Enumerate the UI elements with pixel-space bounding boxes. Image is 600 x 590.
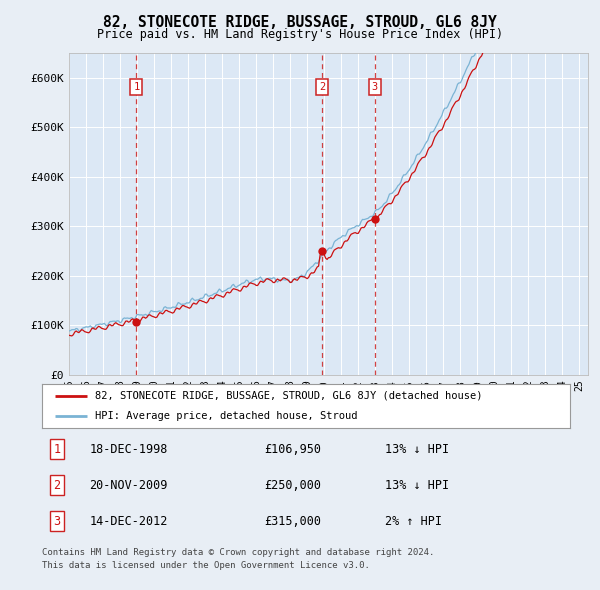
- Text: 1: 1: [53, 442, 61, 455]
- Text: 3: 3: [53, 515, 61, 528]
- Text: 14-DEC-2012: 14-DEC-2012: [89, 515, 168, 528]
- Text: 2: 2: [319, 82, 325, 92]
- Text: 1: 1: [133, 82, 140, 92]
- Text: 20-NOV-2009: 20-NOV-2009: [89, 478, 168, 492]
- Text: £106,950: £106,950: [264, 442, 321, 455]
- Text: £250,000: £250,000: [264, 478, 321, 492]
- Text: 82, STONECOTE RIDGE, BUSSAGE, STROUD, GL6 8JY (detached house): 82, STONECOTE RIDGE, BUSSAGE, STROUD, GL…: [95, 391, 482, 401]
- Text: 18-DEC-1998: 18-DEC-1998: [89, 442, 168, 455]
- Text: 2: 2: [53, 478, 61, 492]
- Text: HPI: Average price, detached house, Stroud: HPI: Average price, detached house, Stro…: [95, 411, 358, 421]
- Text: 2% ↑ HPI: 2% ↑ HPI: [385, 515, 442, 528]
- Text: 13% ↓ HPI: 13% ↓ HPI: [385, 442, 449, 455]
- Text: 13% ↓ HPI: 13% ↓ HPI: [385, 478, 449, 492]
- Text: Contains HM Land Registry data © Crown copyright and database right 2024.: Contains HM Land Registry data © Crown c…: [42, 548, 434, 556]
- Text: £315,000: £315,000: [264, 515, 321, 528]
- Text: This data is licensed under the Open Government Licence v3.0.: This data is licensed under the Open Gov…: [42, 560, 370, 569]
- Text: Price paid vs. HM Land Registry's House Price Index (HPI): Price paid vs. HM Land Registry's House …: [97, 28, 503, 41]
- Text: 3: 3: [371, 82, 378, 92]
- Text: 82, STONECOTE RIDGE, BUSSAGE, STROUD, GL6 8JY: 82, STONECOTE RIDGE, BUSSAGE, STROUD, GL…: [103, 15, 497, 30]
